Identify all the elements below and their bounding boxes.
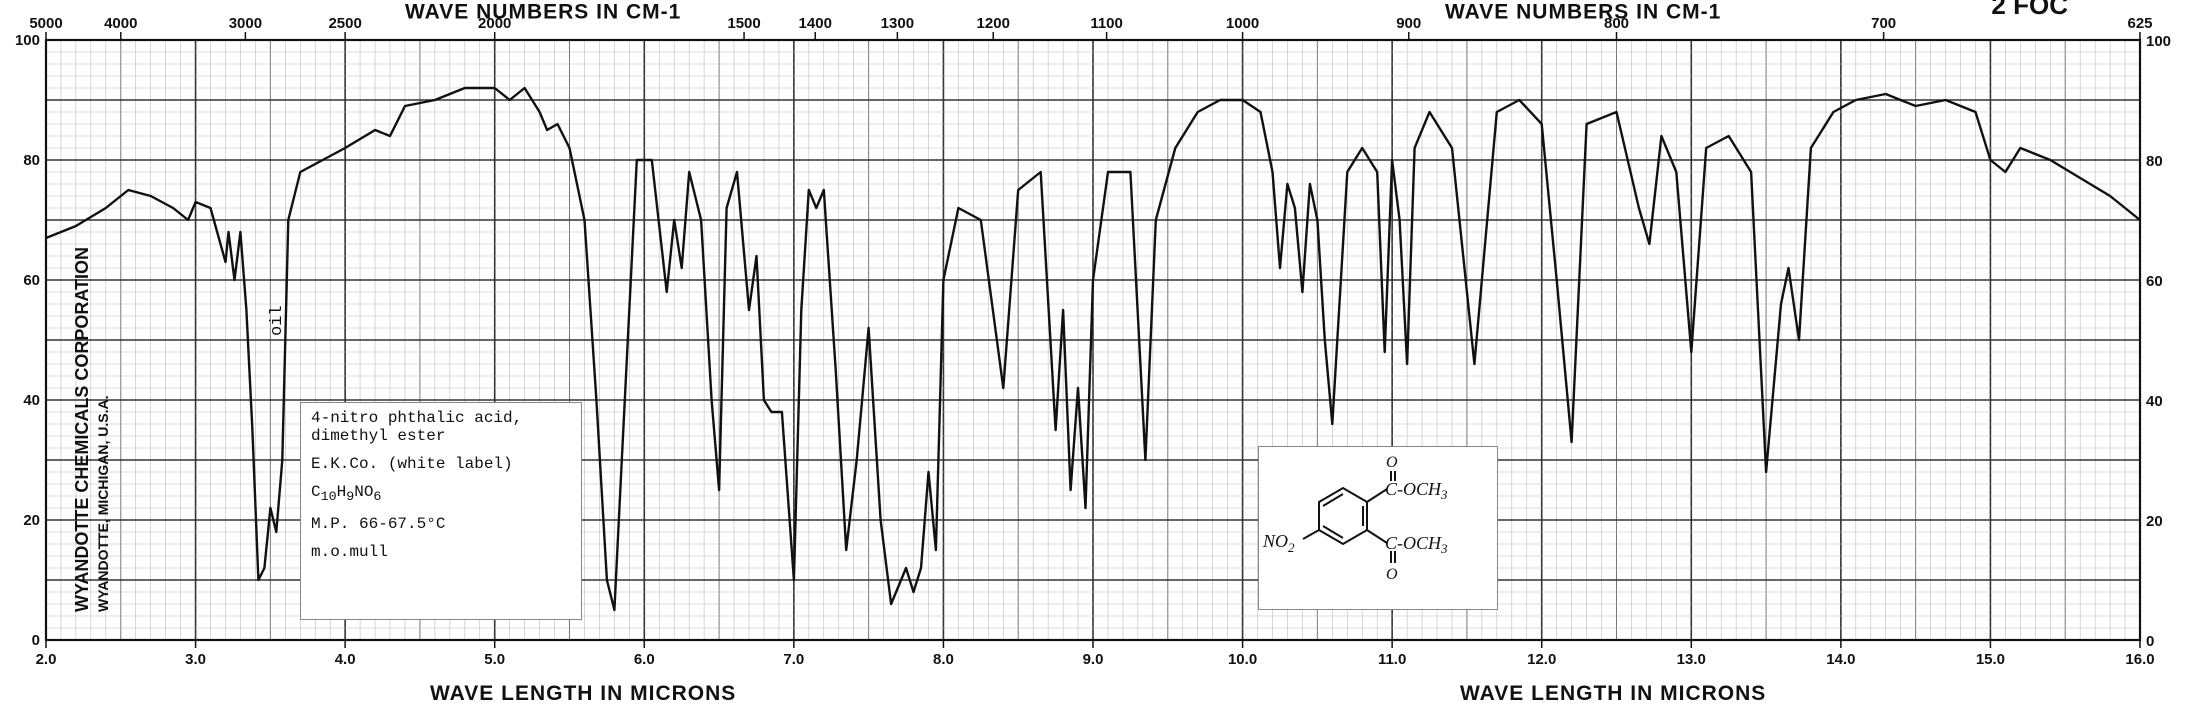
substituent-bonds xyxy=(1302,471,1396,563)
top-tick-label: 1100 xyxy=(1090,15,1123,32)
formula-no: NO xyxy=(354,483,374,501)
sample-label-box: 4-nitro phthalic acid, dimethyl ester E.… xyxy=(300,402,582,620)
bottom-axis-title-right: WAVE LENGTH IN MICRONS xyxy=(1460,682,1766,705)
x-tick-label: 15.0 xyxy=(1976,651,2005,668)
top-tick-label: 1300 xyxy=(881,15,914,32)
tick-labels: 2.0 3.0 4.0 5.0 6.0 7.0 8.0 9.0 10.0 11.0 12.0 13.0… xyxy=(15,15,2171,668)
benzene-ring xyxy=(1318,486,1368,546)
y-tick-label-right: 20 xyxy=(2146,513,2163,530)
top-tick-label: 2000 xyxy=(478,15,511,32)
ester-top: C-OCH3 xyxy=(1385,479,1448,502)
formula-h-count: 9 xyxy=(346,490,355,506)
y-tick-label-left: 60 xyxy=(23,272,40,289)
ester-bottom-text: C-OCH xyxy=(1385,533,1442,553)
formula-o-count: 6 xyxy=(373,490,382,506)
ester-top-text: C-OCH xyxy=(1385,479,1442,499)
formula-h: H xyxy=(336,483,347,501)
y-tick-label-right: 80 xyxy=(2146,153,2163,170)
top-tick-label: 1200 xyxy=(977,15,1010,32)
ester-top-subscript: 3 xyxy=(1440,487,1448,502)
y-tick-label-left: 40 xyxy=(23,392,40,409)
top-tick-label: 700 xyxy=(1871,15,1896,32)
melting-point: M.P. 66-67.5°C xyxy=(311,515,446,534)
spectrum-line xyxy=(45,86,2141,612)
sample-name-line2: dimethyl ester xyxy=(311,427,446,445)
top-tick-label: 800 xyxy=(1604,15,1629,32)
top-tick-label: 900 xyxy=(1396,15,1421,32)
carbonyl-top-oxygen: O xyxy=(1386,454,1398,471)
y-tick-label-left: 20 xyxy=(23,512,40,529)
oil-annotation: oil xyxy=(268,305,287,336)
y-tick-label-left: 80 xyxy=(23,152,40,169)
x-tick-label: 13.0 xyxy=(1677,651,1706,668)
carbonyl-bottom-oxygen: O xyxy=(1386,566,1398,583)
nitro-group: NO2 xyxy=(1262,531,1295,555)
x-tick-label: 11.0 xyxy=(1378,651,1406,668)
y-tick-label-left: 100 xyxy=(15,32,40,49)
publisher-name: WYANDOTTE CHEMICALS CORPORATION xyxy=(72,247,92,612)
y-tick-label-right: 0 xyxy=(2146,633,2154,650)
top-tick-label: 5000 xyxy=(29,15,62,32)
structure-box: O C-OCH3 C-OCH3 O NO2 xyxy=(1258,446,1498,610)
top-tick-label: 4000 xyxy=(104,15,137,32)
x-tick-label: 12.0 xyxy=(1527,651,1556,668)
bottom-axis-title-left: WAVE LENGTH IN MICRONS xyxy=(430,682,736,705)
ester-bottom: C-OCH3 xyxy=(1385,533,1448,556)
sample-name-line1: 4-nitro phthalic acid, xyxy=(311,409,523,427)
x-tick-label: 14.0 xyxy=(1826,651,1855,668)
nitro-subscript: 2 xyxy=(1288,540,1295,555)
top-tick-label: 2500 xyxy=(328,15,361,32)
molecule-structure: O C-OCH3 C-OCH3 O NO2 xyxy=(1262,454,1448,583)
x-tick-label: 10.0 xyxy=(1228,651,1257,668)
x-tick-label: 8.0 xyxy=(933,651,954,668)
y-tick-label-left: 0 xyxy=(32,632,40,649)
nitro-text: NO xyxy=(1262,531,1288,551)
sheet-id: 2 FOC xyxy=(1991,0,2068,20)
x-tick-label: 7.0 xyxy=(783,651,804,668)
sample-preparation: m.o.mull xyxy=(311,543,388,562)
x-tick-label: 3.0 xyxy=(185,651,206,668)
y-tick-label-right: 100 xyxy=(2146,33,2171,50)
x-tick-label: 9.0 xyxy=(1083,651,1104,668)
top-tick-label: 1400 xyxy=(799,15,832,32)
formula-c: C xyxy=(311,483,321,501)
x-tick-label: 2.0 xyxy=(36,651,57,668)
molecular-formula: C10H9NO6 xyxy=(311,483,571,505)
top-tick-label: 3000 xyxy=(229,15,262,32)
top-tick-label: 1500 xyxy=(727,15,760,32)
ester-bottom-subscript: 3 xyxy=(1440,541,1448,556)
x-tick-label: 4.0 xyxy=(335,651,356,668)
top-tick-label: 1000 xyxy=(1226,15,1259,32)
y-tick-label-right: 60 xyxy=(2146,273,2163,290)
top-axis-title-left: WAVE NUMBERS IN CM-1 xyxy=(405,0,681,23)
y-tick-label-right: 40 xyxy=(2146,393,2163,410)
top-axis-title-right: WAVE NUMBERS IN CM-1 xyxy=(1445,0,1721,23)
x-tick-label: 6.0 xyxy=(634,651,655,668)
top-tick-label: 625 xyxy=(2127,15,2152,32)
x-tick-label: 5.0 xyxy=(484,651,505,668)
sample-source: E.K.Co. (white label) xyxy=(311,455,513,473)
x-tick-label: 16.0 xyxy=(2125,651,2154,668)
publisher-location: WYANDOTTE, MICHIGAN, U.S.A. xyxy=(95,396,111,613)
formula-c-count: 10 xyxy=(320,490,337,506)
